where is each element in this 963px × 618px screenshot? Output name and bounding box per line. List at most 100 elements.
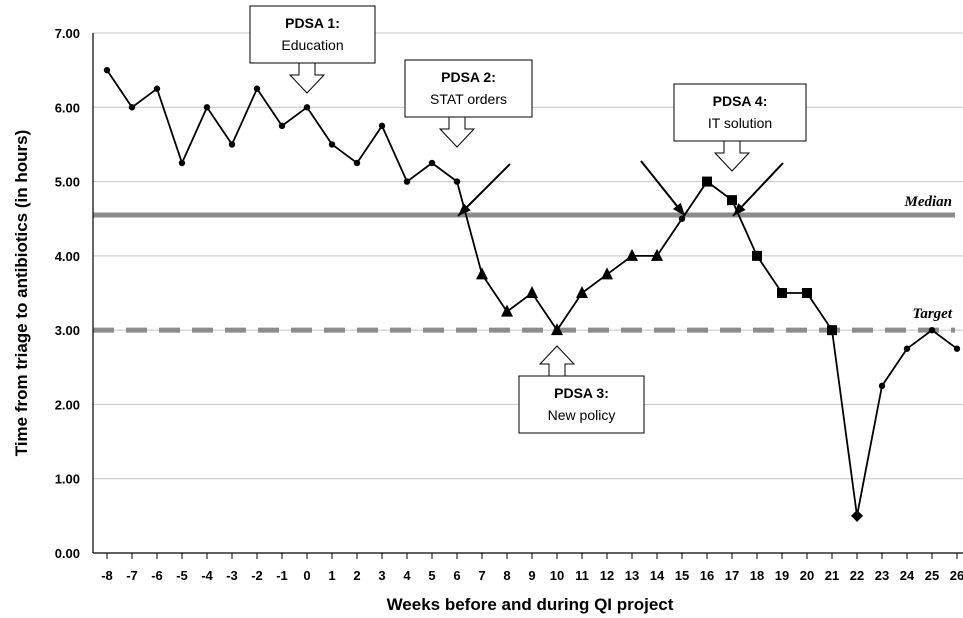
x-tick-label: 17 bbox=[725, 568, 739, 583]
annotation-text: Education bbox=[281, 37, 343, 53]
data-point bbox=[526, 286, 538, 298]
median-label: Median bbox=[903, 194, 952, 210]
x-axis-title: Weeks before and during QI project bbox=[387, 595, 674, 614]
x-tick-label: 26 bbox=[950, 568, 963, 583]
data-point bbox=[626, 248, 638, 261]
data-point bbox=[501, 304, 513, 317]
annotation-title: PDSA 2: bbox=[441, 69, 496, 85]
y-tick-label: 0.00 bbox=[55, 546, 80, 561]
y-tick-label: 2.00 bbox=[55, 397, 80, 412]
data-point bbox=[903, 345, 911, 352]
crossing-arrow bbox=[732, 162, 784, 217]
data-point bbox=[476, 267, 488, 280]
x-tick-label: -3 bbox=[226, 568, 238, 583]
annotation-pointer bbox=[538, 345, 576, 377]
target-label: Target bbox=[913, 306, 953, 322]
x-tick-label: -8 bbox=[101, 568, 113, 583]
y-tick-label: 3.00 bbox=[55, 323, 80, 338]
annotation-box bbox=[404, 59, 533, 118]
y-axis-title: Time from triage to antibiotics (in hour… bbox=[12, 130, 31, 457]
series-markers bbox=[103, 66, 961, 522]
data-point bbox=[403, 178, 411, 185]
x-tick-label: 1 bbox=[328, 568, 335, 583]
x-tick-label: 22 bbox=[850, 568, 864, 583]
data-point bbox=[203, 104, 211, 111]
data-point bbox=[253, 85, 261, 92]
data-point bbox=[851, 509, 863, 522]
data-point bbox=[576, 286, 588, 298]
crossing-arrow bbox=[457, 163, 511, 217]
x-tick-label: 7 bbox=[478, 568, 485, 583]
arrow-head bbox=[458, 203, 471, 216]
pdsa-annotation: PDSA 3: New policy bbox=[518, 345, 645, 434]
annotation-pointer bbox=[288, 62, 326, 94]
y-tick-label: 4.00 bbox=[55, 249, 80, 264]
annotation-pointer bbox=[713, 140, 751, 172]
x-tick-label: 5 bbox=[428, 568, 435, 583]
data-point bbox=[303, 104, 311, 111]
y-tick-label: 6.00 bbox=[55, 100, 80, 115]
data-point bbox=[928, 326, 936, 334]
annotation-title: PDSA 3: bbox=[554, 385, 609, 401]
data-point bbox=[228, 141, 236, 148]
x-tick-label: 3 bbox=[378, 568, 385, 583]
data-point bbox=[727, 195, 737, 206]
data-point bbox=[128, 104, 136, 111]
x-tick-label: 21 bbox=[825, 568, 839, 583]
annotation-text: New policy bbox=[548, 407, 616, 423]
x-tick-label: 10 bbox=[550, 568, 564, 583]
data-point bbox=[777, 288, 787, 298]
data-point bbox=[153, 85, 161, 92]
data-point bbox=[953, 345, 961, 352]
y-tick-label: 7.00 bbox=[55, 26, 80, 41]
x-tick-label: 8 bbox=[503, 568, 510, 583]
annotations: PDSA 1: Education PDSA 2: STAT orders PDSA 3… bbox=[249, 5, 807, 434]
pdsa-annotation: PDSA 1: Education bbox=[249, 5, 376, 94]
x-tick-label: 18 bbox=[750, 568, 764, 583]
arrow-head bbox=[672, 202, 685, 216]
pdsa-annotation: PDSA 2: STAT orders bbox=[404, 59, 533, 148]
data-point bbox=[103, 66, 111, 74]
x-tick-label: -1 bbox=[276, 568, 288, 583]
data-point bbox=[353, 159, 361, 167]
data-point bbox=[601, 267, 613, 280]
x-tick-label: -4 bbox=[201, 568, 213, 583]
crossing-arrow bbox=[640, 160, 686, 217]
data-point bbox=[178, 159, 186, 167]
data-point bbox=[802, 288, 812, 298]
x-tick-label: 11 bbox=[575, 568, 589, 583]
data-point bbox=[651, 248, 663, 261]
annotation-title: PDSA 1: bbox=[285, 15, 340, 31]
x-tick-label: 6 bbox=[453, 568, 460, 583]
data-point bbox=[678, 215, 686, 222]
data-point bbox=[752, 250, 762, 261]
x-tick-label: 15 bbox=[675, 568, 689, 583]
data-point bbox=[453, 178, 461, 185]
data-point bbox=[878, 382, 886, 390]
x-tick-label: 2 bbox=[353, 568, 360, 583]
crossing-arrows bbox=[457, 160, 784, 217]
data-point bbox=[428, 159, 436, 167]
x-tick-label: 14 bbox=[650, 568, 665, 583]
data-point bbox=[278, 122, 286, 130]
annotation-text: STAT orders bbox=[430, 91, 507, 107]
data-point bbox=[328, 141, 336, 148]
annotation-box bbox=[249, 5, 376, 64]
x-tick-label: 9 bbox=[528, 568, 535, 583]
x-tick-label: 13 bbox=[625, 568, 639, 583]
y-tick-label: 1.00 bbox=[55, 472, 80, 487]
x-tick-label: 4 bbox=[403, 568, 411, 583]
x-tick-labels: -8 -7 -6 -5 -4 -3 -2 -1 0 1 2 3 4 5 6 7 8 9 10 11 12 13 14 15 16… bbox=[101, 553, 963, 583]
annotation-text: IT solution bbox=[708, 115, 772, 131]
y-tick-label: 5.00 bbox=[55, 175, 80, 190]
annotation-title: PDSA 4: bbox=[713, 93, 768, 109]
x-tick-label: 25 bbox=[925, 568, 939, 583]
data-point bbox=[702, 176, 712, 187]
x-tick-label: 24 bbox=[900, 568, 915, 583]
x-tick-label: -6 bbox=[151, 568, 163, 583]
annotation-box bbox=[518, 375, 645, 434]
x-tick-label: 12 bbox=[600, 568, 614, 583]
data-point bbox=[378, 122, 386, 130]
x-tick-label: 19 bbox=[775, 568, 789, 583]
